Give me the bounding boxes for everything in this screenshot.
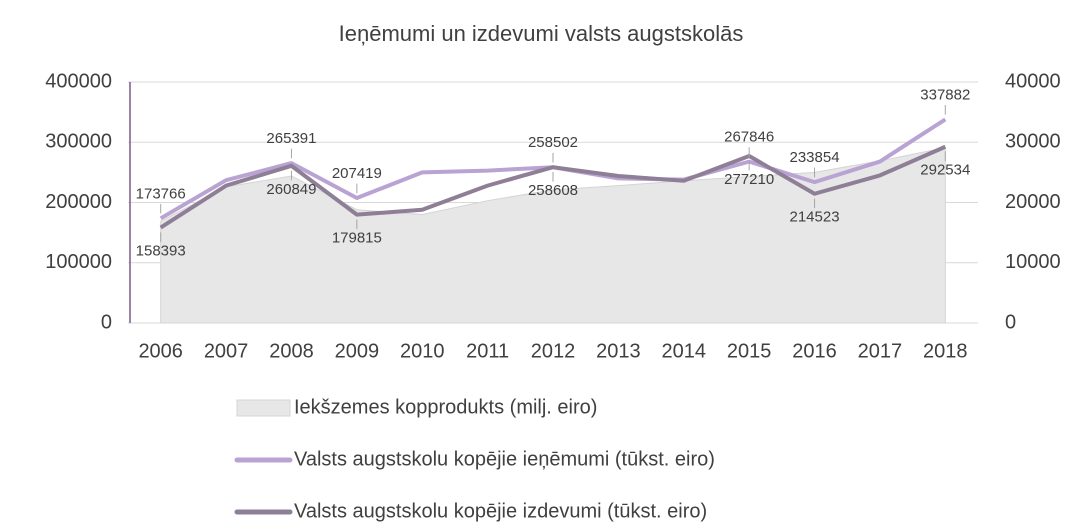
x-tick-label: 2017 — [858, 340, 903, 362]
x-tick-label: 2014 — [662, 340, 707, 362]
y2-tick-label: 10000 — [1005, 251, 1061, 273]
y-tick-label: 100000 — [45, 251, 112, 273]
x-tick-label: 2006 — [138, 340, 183, 362]
y2-tick-label: 0 — [1005, 311, 1016, 333]
x-tick-label: 2007 — [204, 340, 249, 362]
y-tick-label: 200000 — [45, 191, 112, 213]
data-label: 267846 — [724, 129, 774, 146]
legend-swatch — [236, 399, 291, 417]
x-tick-label: 2010 — [400, 340, 445, 362]
x-tick-label: 2018 — [923, 340, 968, 362]
x-tick-label: 2013 — [596, 340, 641, 362]
data-label: 265391 — [266, 130, 316, 147]
data-label: 292534 — [920, 162, 970, 179]
data-label: 260849 — [266, 181, 316, 198]
legend-label: Valsts augstskolu kopējie izdevumi (tūks… — [294, 500, 707, 522]
data-label: 337882 — [920, 86, 970, 103]
x-tick-label: 2008 — [269, 340, 314, 362]
data-label: 258502 — [528, 134, 578, 151]
x-tick-label: 2016 — [792, 340, 837, 362]
area — [160, 147, 946, 324]
data-label: 214523 — [790, 209, 840, 226]
x-tick-label: 2012 — [531, 340, 576, 362]
y-tick-label: 300000 — [45, 131, 112, 153]
legend-label: Valsts augstskolu kopējie ieņēmumi (tūks… — [294, 448, 715, 470]
chart-title: Ieņēmumi un izdevumi valsts augstskolās — [339, 21, 744, 46]
data-label: 158393 — [136, 243, 186, 260]
line — [159, 144, 947, 230]
y2-tick-label: 30000 — [1005, 131, 1061, 153]
legend-label: Iekšzemes kopprodukts (milj. eiro) — [294, 396, 597, 418]
x-tick-label: 2015 — [727, 340, 772, 362]
data-label: 258608 — [528, 182, 578, 199]
data-label: 173766 — [136, 185, 186, 202]
data-label: 179815 — [332, 230, 382, 247]
data-label: 207419 — [332, 165, 382, 182]
y2-tick-label: 20000 — [1005, 191, 1061, 213]
x-tick-label: 2009 — [335, 340, 380, 362]
y2-tick-label: 40000 — [1005, 70, 1061, 92]
y-tick-label: 0 — [101, 311, 112, 333]
x-tick-label: 2011 — [466, 340, 509, 362]
data-label: 233854 — [790, 149, 840, 166]
y-tick-label: 400000 — [45, 70, 112, 92]
data-label: 277210 — [724, 171, 774, 188]
